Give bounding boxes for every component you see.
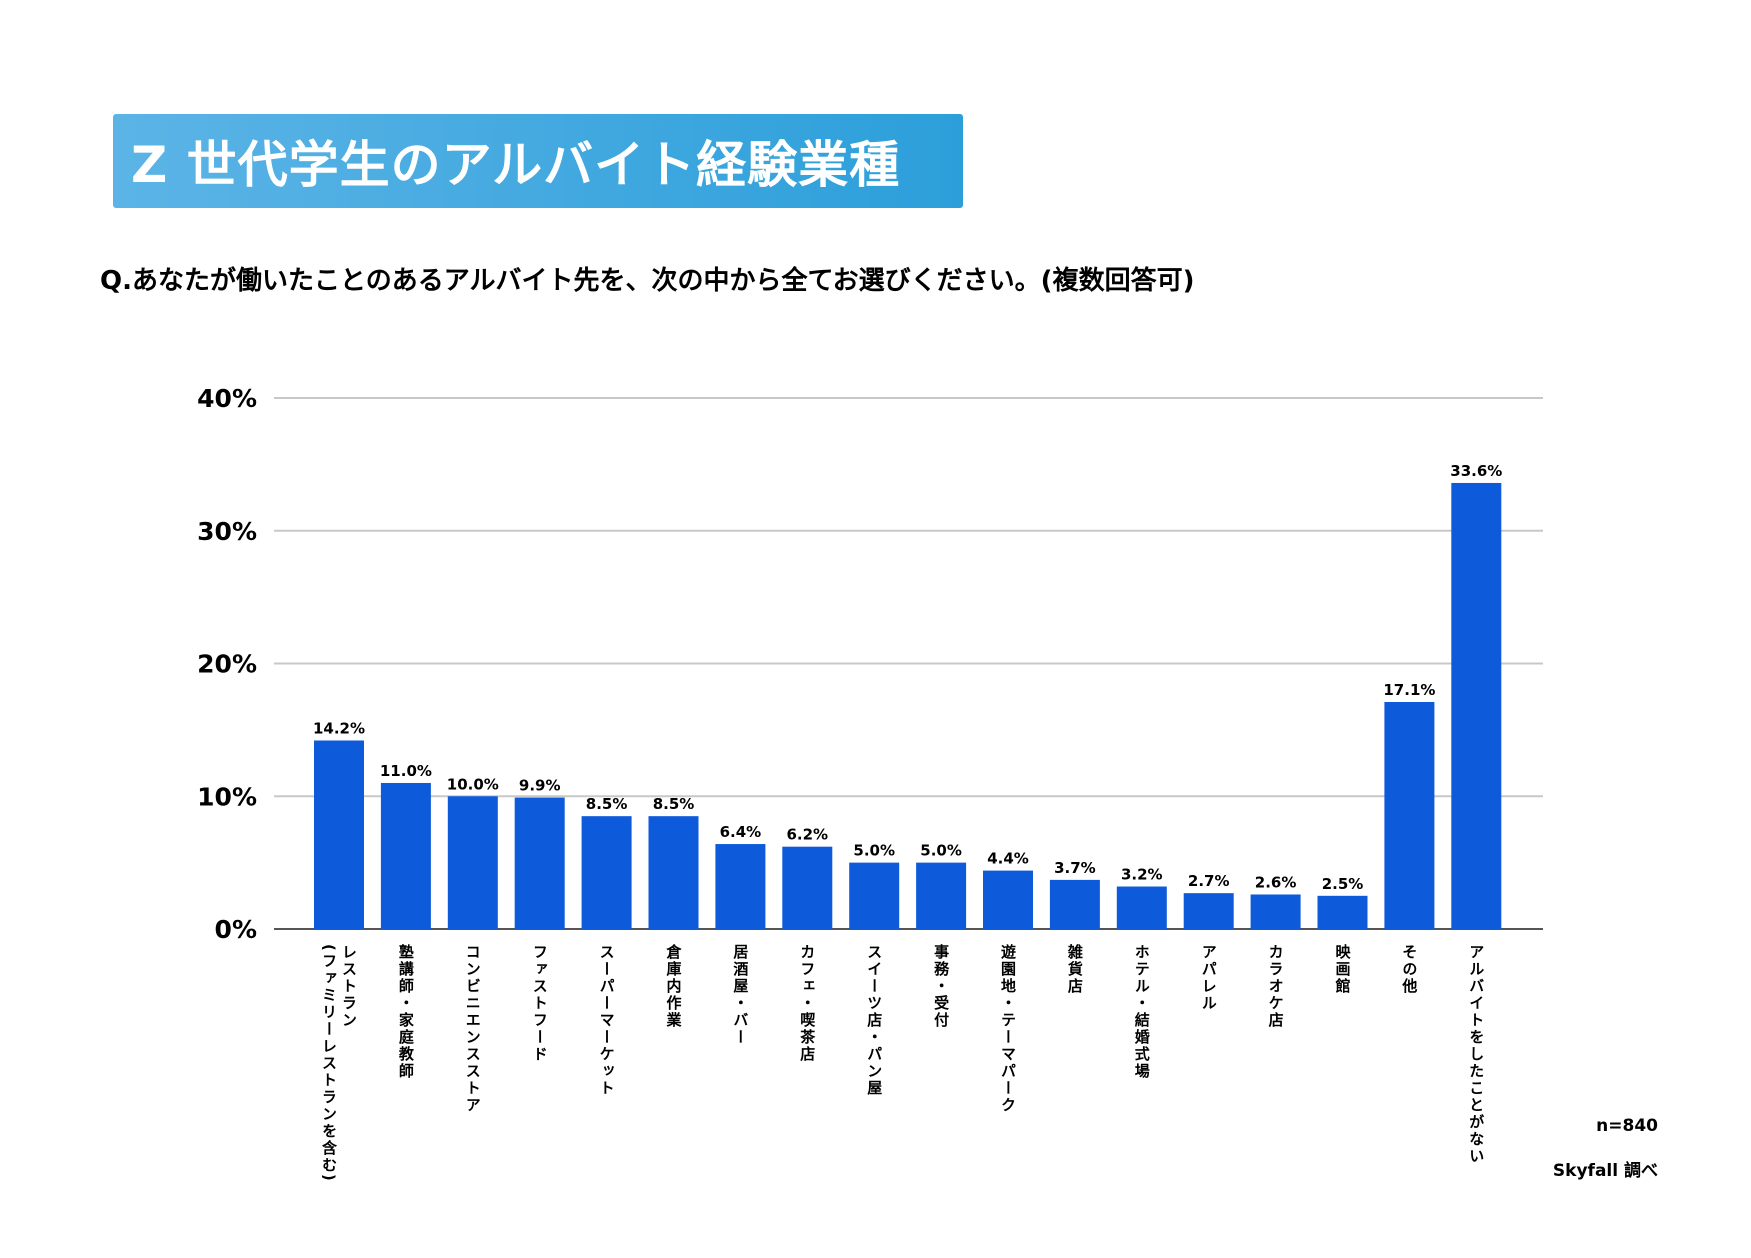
title-banner: Z 世代学生のアルバイト経験業種 bbox=[113, 114, 963, 208]
x-tick-label: 居酒屋・バー bbox=[731, 944, 749, 1046]
bar bbox=[1250, 894, 1301, 929]
x-tick-label: ファストフード bbox=[531, 944, 549, 1063]
data-label: 8.5% bbox=[586, 795, 628, 813]
y-tick-label: 0% bbox=[215, 915, 257, 944]
x-tick-label: (ファミリーレストランを含む) bbox=[320, 944, 338, 1183]
bar bbox=[983, 870, 1033, 929]
bar bbox=[916, 862, 967, 929]
x-tick-label: ホテル・結婚式場 bbox=[1133, 944, 1151, 1080]
bar bbox=[1451, 482, 1502, 929]
y-tick-label: 30% bbox=[197, 517, 257, 546]
bar bbox=[1384, 701, 1435, 929]
x-tick-label: コンビニエンスストア bbox=[464, 944, 482, 1114]
x-tick-label: スーパーマーケット bbox=[598, 944, 616, 1097]
data-label: 5.0% bbox=[920, 842, 962, 860]
data-label: 6.2% bbox=[786, 826, 828, 844]
x-tick-label: 塾講師・家庭教師 bbox=[397, 943, 415, 1080]
bar bbox=[782, 846, 833, 929]
data-label: 2.7% bbox=[1188, 872, 1230, 890]
y-tick-label: 20% bbox=[197, 650, 257, 679]
bar bbox=[1317, 895, 1368, 929]
x-tick-label: 映画館 bbox=[1334, 943, 1352, 995]
bar bbox=[1183, 893, 1234, 929]
bar bbox=[1116, 886, 1167, 929]
x-tick-label: スイーツ店・パン屋 bbox=[865, 944, 883, 1097]
x-tick-label: カラオケ店 bbox=[1267, 944, 1285, 1029]
x-tick-label: 倉庫内作業 bbox=[665, 943, 683, 1029]
bar bbox=[314, 740, 364, 929]
bar bbox=[380, 782, 431, 929]
bar bbox=[514, 797, 565, 929]
x-tick-label: レストラン bbox=[340, 944, 358, 1029]
y-tick-label: 40% bbox=[197, 384, 257, 413]
data-label: 33.6% bbox=[1450, 462, 1502, 480]
data-label: 4.4% bbox=[987, 850, 1029, 868]
data-label: 17.1% bbox=[1383, 681, 1435, 699]
data-label: 11.0% bbox=[380, 762, 432, 780]
y-tick-label: 10% bbox=[197, 782, 257, 811]
x-tick-label: アルバイトをしたことがない bbox=[1467, 944, 1485, 1165]
chart-title: Z 世代学生のアルバイト経験業種 bbox=[131, 136, 901, 194]
bar bbox=[581, 816, 632, 929]
data-label: 14.2% bbox=[313, 719, 365, 737]
bar bbox=[1049, 879, 1100, 929]
data-label: 10.0% bbox=[447, 775, 499, 793]
data-label: 6.4% bbox=[720, 823, 762, 841]
x-tick-label: その他 bbox=[1400, 944, 1418, 995]
sample-size: n=840 bbox=[1596, 1116, 1658, 1136]
data-label: 5.0% bbox=[853, 842, 895, 860]
data-label: 8.5% bbox=[653, 795, 695, 813]
source-note: Skyfall 調べ bbox=[1552, 1161, 1658, 1181]
data-label: 3.7% bbox=[1054, 859, 1096, 877]
x-tick-label: アパレル bbox=[1200, 944, 1218, 1012]
x-tick-label: 雑貨店 bbox=[1066, 943, 1084, 995]
data-label: 9.9% bbox=[519, 777, 561, 795]
data-label: 2.6% bbox=[1255, 873, 1297, 891]
data-label: 3.2% bbox=[1121, 866, 1163, 884]
bar bbox=[648, 816, 699, 929]
bar bbox=[447, 796, 498, 929]
x-tick-label: カフェ・喫茶店 bbox=[798, 944, 816, 1063]
bar bbox=[849, 862, 900, 929]
question-text: Q.あなたが働いたことのあるアルバイト先を、次の中から全てお選びください。(複数… bbox=[100, 266, 1195, 296]
bar bbox=[715, 844, 766, 929]
x-tick-label: 遊園地・テーマパーク bbox=[999, 943, 1017, 1114]
x-tick-label: 事務・受付 bbox=[932, 943, 950, 1029]
data-label: 2.5% bbox=[1322, 875, 1364, 893]
